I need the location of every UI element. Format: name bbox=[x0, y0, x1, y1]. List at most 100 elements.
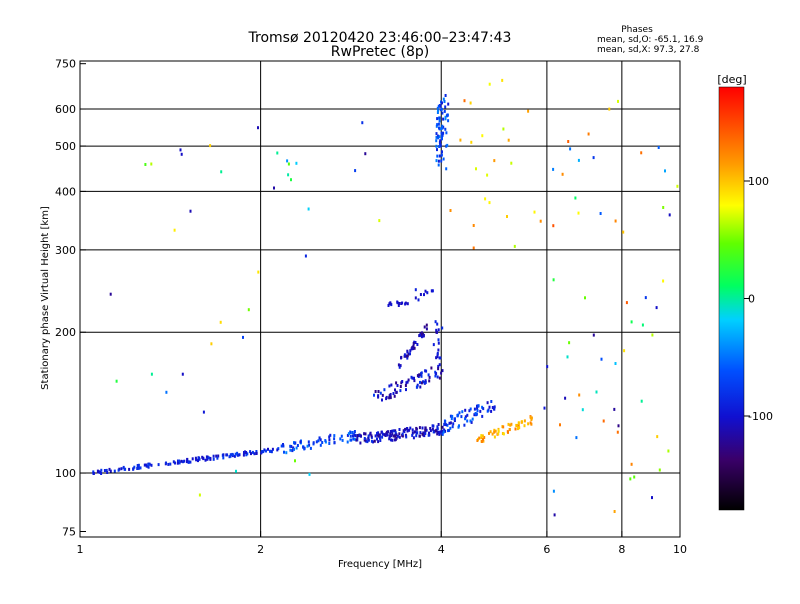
echo-point bbox=[397, 363, 400, 367]
echo-point bbox=[640, 151, 643, 155]
echo-point bbox=[352, 437, 355, 441]
echo-point bbox=[333, 441, 336, 445]
y-tick-label: 600 bbox=[55, 103, 76, 116]
echo-point bbox=[438, 135, 441, 139]
echo-point bbox=[518, 426, 521, 430]
echo-point bbox=[658, 468, 661, 472]
echo-point bbox=[389, 432, 392, 436]
echo-point bbox=[451, 425, 454, 429]
echo-point bbox=[173, 228, 176, 232]
echo-point bbox=[482, 407, 485, 411]
echo-point bbox=[340, 434, 343, 438]
echo-point bbox=[363, 437, 366, 440]
echo-point bbox=[575, 436, 578, 440]
echo-point bbox=[409, 426, 412, 430]
echo-point bbox=[577, 158, 580, 162]
echo-point bbox=[459, 138, 462, 142]
echo-point bbox=[291, 449, 294, 453]
echo-point bbox=[437, 163, 440, 167]
echo-point bbox=[378, 219, 381, 223]
echo-point bbox=[263, 448, 266, 452]
echo-point bbox=[270, 450, 273, 454]
echo-point bbox=[128, 467, 131, 471]
echo-point bbox=[420, 332, 423, 336]
echo-point bbox=[383, 388, 386, 392]
echo-point bbox=[378, 433, 381, 437]
chart-title: Tromsø 20120420 23:46:00–23:47:43 bbox=[248, 30, 512, 46]
echo-point bbox=[486, 173, 489, 177]
echo-point bbox=[308, 472, 311, 476]
echo-point bbox=[490, 409, 493, 413]
echo-point bbox=[414, 296, 417, 300]
echo-point bbox=[564, 396, 567, 400]
echo-point bbox=[293, 447, 295, 451]
echo-point bbox=[533, 210, 536, 214]
echo-point bbox=[438, 363, 441, 367]
echo-point bbox=[165, 461, 167, 465]
echo-point bbox=[255, 450, 258, 453]
echo-point bbox=[432, 343, 435, 347]
echo-point bbox=[231, 452, 234, 456]
echo-point bbox=[406, 350, 409, 354]
echo-point bbox=[202, 410, 205, 414]
echo-point bbox=[136, 467, 139, 470]
echo-point bbox=[667, 449, 670, 453]
echo-point bbox=[280, 444, 283, 448]
echo-point bbox=[488, 405, 491, 409]
echo-point bbox=[439, 127, 442, 131]
echo-point bbox=[271, 447, 274, 451]
echo-point bbox=[481, 134, 484, 138]
echo-point bbox=[469, 419, 472, 423]
echo-point bbox=[435, 372, 438, 376]
echo-point bbox=[655, 306, 658, 310]
echo-point bbox=[370, 439, 373, 443]
y-axis-label: Stationary phase Virtual Height [km] bbox=[40, 206, 51, 390]
echo-point bbox=[437, 104, 440, 108]
echo-point bbox=[477, 404, 480, 408]
echo-point bbox=[257, 270, 260, 274]
echo-point bbox=[406, 354, 409, 358]
echo-point bbox=[466, 419, 469, 423]
echo-point bbox=[469, 101, 472, 105]
echo-point bbox=[599, 212, 602, 215]
echo-point bbox=[460, 415, 463, 419]
echo-point bbox=[428, 379, 431, 383]
echo-point bbox=[517, 424, 520, 428]
echo-point bbox=[251, 450, 254, 454]
echo-point bbox=[418, 426, 421, 430]
echo-point bbox=[435, 356, 438, 360]
echo-point bbox=[255, 452, 258, 455]
echo-point bbox=[398, 428, 401, 431]
echo-point bbox=[157, 463, 160, 467]
echo-point bbox=[289, 444, 292, 448]
echo-point bbox=[290, 178, 292, 182]
echo-point bbox=[424, 379, 427, 383]
echo-point bbox=[389, 393, 392, 396]
echo-point bbox=[388, 435, 391, 438]
echo-point bbox=[262, 450, 265, 454]
echo-point bbox=[437, 338, 440, 342]
echo-point bbox=[613, 510, 616, 513]
colorbar-ticks: 100 0 -100 bbox=[744, 175, 773, 423]
echo-point bbox=[482, 439, 485, 443]
echo-point bbox=[425, 327, 428, 331]
echo-point bbox=[147, 463, 150, 467]
y-tick-label: 400 bbox=[55, 185, 76, 198]
echo-point bbox=[440, 131, 443, 135]
echo-point bbox=[165, 390, 168, 394]
echo-point bbox=[242, 453, 245, 457]
echo-point bbox=[437, 364, 440, 368]
echo-point bbox=[437, 367, 440, 371]
echo-point bbox=[178, 459, 180, 463]
echo-point bbox=[174, 461, 176, 465]
echo-point bbox=[385, 432, 388, 436]
echo-point bbox=[436, 425, 439, 429]
echo-point bbox=[444, 429, 447, 433]
echo-point bbox=[346, 433, 349, 437]
echo-point bbox=[215, 454, 218, 458]
echo-point bbox=[476, 409, 479, 413]
echo-point bbox=[429, 429, 432, 433]
echo-point bbox=[207, 456, 210, 460]
echo-point bbox=[209, 457, 212, 461]
echo-point bbox=[521, 420, 524, 424]
